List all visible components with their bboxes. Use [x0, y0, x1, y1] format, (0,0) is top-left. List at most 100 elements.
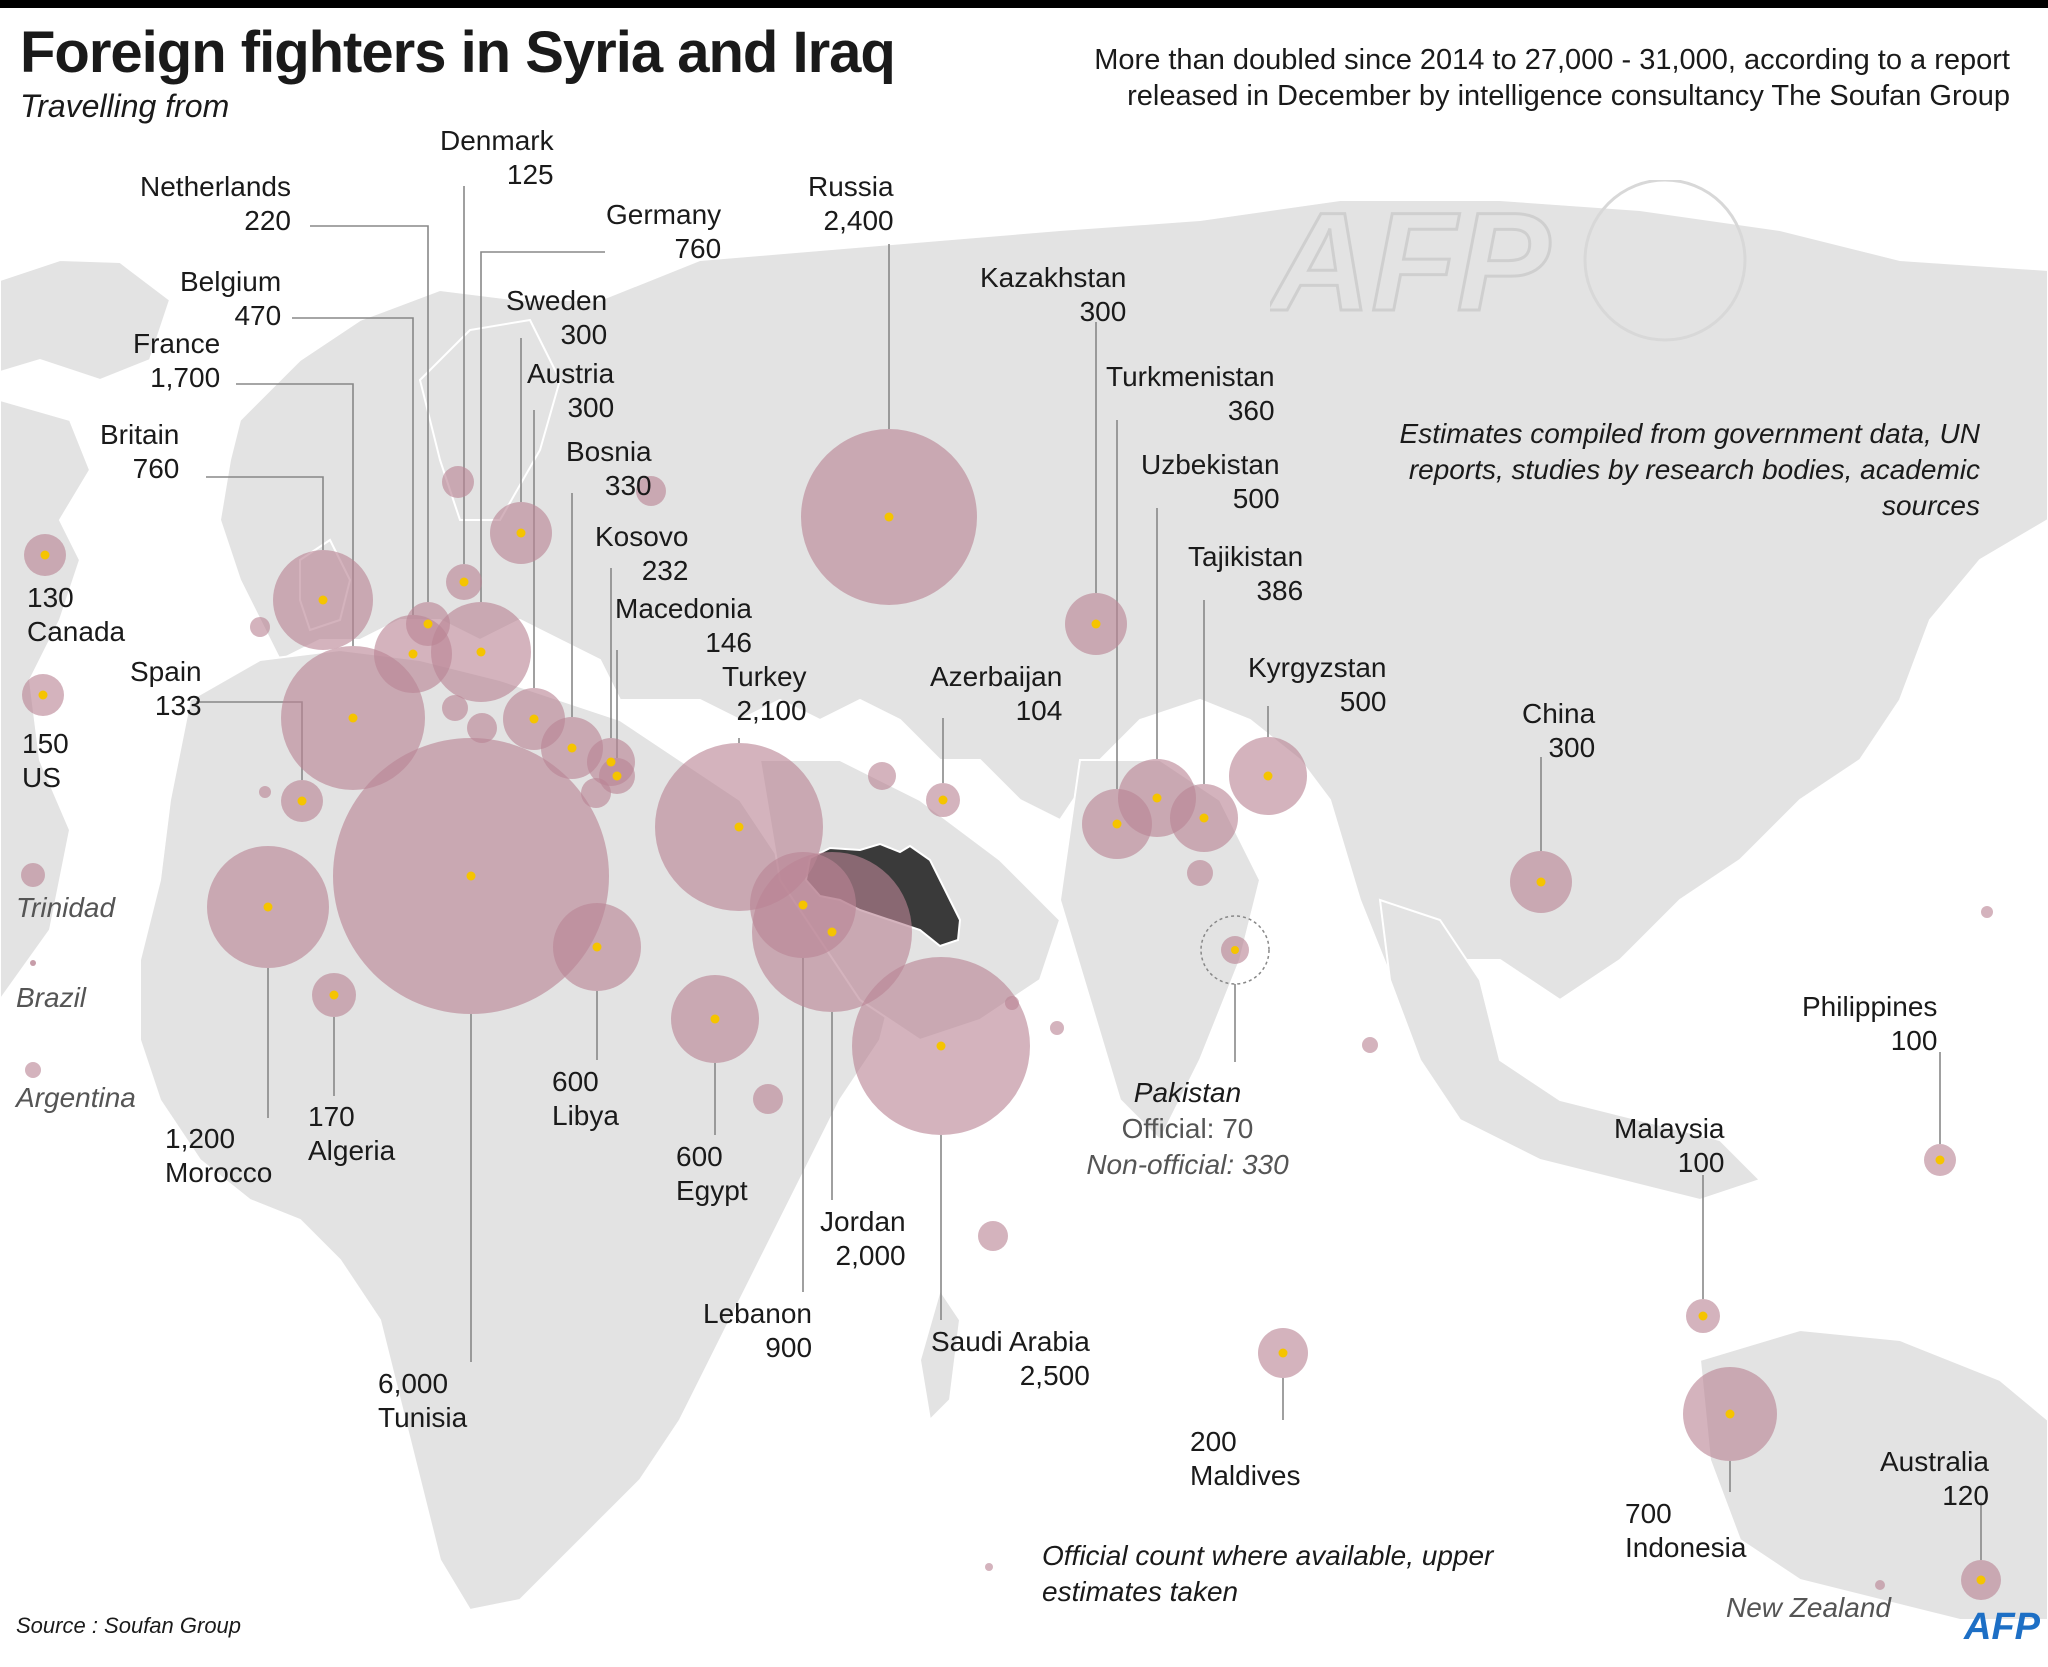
tajikistan-dot [1199, 813, 1209, 823]
misc-bubble-10 [1187, 860, 1213, 886]
saudi-arabia-name: Saudi Arabia [931, 1326, 1090, 1357]
maldives-dot [1278, 1348, 1288, 1358]
kosovo-dot [606, 757, 616, 767]
page-title: Foreign fighters in Syria and Iraq [20, 20, 896, 85]
canada-name: Canada [27, 616, 126, 647]
argentina-bubble [25, 1062, 41, 1078]
britain-leader-line [206, 476, 324, 550]
egypt-value: 600 [676, 1141, 723, 1172]
misc-bubble-16 [985, 1563, 993, 1571]
us-value: 150 [22, 728, 69, 759]
misc-bubble-8 [753, 1084, 783, 1114]
spain-name: Spain [130, 656, 202, 687]
uzbekistan-dot [1152, 793, 1162, 803]
azerbaijan-dot [938, 795, 948, 805]
brazil-label: Brazil [16, 982, 87, 1013]
trinidad-label: Trinidad [16, 892, 116, 923]
extra-markers [21, 466, 1993, 1590]
saudi-arabia-label: Saudi Arabia 2,500 [931, 1325, 1090, 1393]
saudi-arabia-dot [936, 1041, 946, 1051]
uzbekistan-name: Uzbekistan [1141, 449, 1280, 480]
land-greenland-americas-edge [0, 258, 172, 382]
denmark-value: 125 [506, 159, 554, 190]
spain-dot [297, 796, 307, 806]
philippines-dot [1935, 1155, 1945, 1165]
sweden-name: Sweden [506, 285, 608, 316]
brazil-bubble [30, 960, 36, 966]
tajikistan-name: Tajikistan [1188, 541, 1304, 572]
libya-dot [592, 942, 602, 952]
land-north-america [0, 398, 92, 1002]
tunisia-dot [466, 871, 476, 881]
spain-label: Spain 133 [130, 655, 202, 723]
turkmenistan-name: Turkmenistan [1106, 361, 1275, 392]
russia-dot [884, 512, 894, 522]
philippines-name: Philippines [1802, 991, 1938, 1022]
kazakhstan-dot [1091, 619, 1101, 629]
tunisia-label: 6,000 Tunisia [378, 1367, 467, 1435]
lebanon-label: Lebanon 900 [703, 1297, 812, 1365]
pakistan-official: Official: 70 [1121, 1113, 1254, 1144]
egypt-dot [710, 1014, 720, 1024]
maldives-label: 200 Maldives [1190, 1425, 1300, 1493]
kosovo-name: Kosovo [595, 521, 689, 552]
misc-bubble-7 [868, 762, 896, 790]
morocco-label: 1,200 Morocco [165, 1122, 272, 1190]
britain-value: 760 [132, 453, 180, 484]
indonesia-dot [1725, 1409, 1735, 1419]
azerbaijan-label: Azerbaijan 104 [930, 660, 1062, 728]
spain-value: 133 [154, 690, 202, 721]
count-note: Official count where available, upper es… [1042, 1540, 1494, 1607]
germany-name: Germany [606, 199, 722, 230]
france-value: 1,700 [150, 362, 221, 393]
egypt-label: 600 Egypt [676, 1140, 748, 1208]
turkmenistan-dot [1112, 819, 1122, 829]
indonesia-value: 700 [1625, 1498, 1672, 1529]
china-name: China [1522, 698, 1596, 729]
philippines-label: Philippines 100 [1802, 990, 1937, 1058]
summary-text: More than doubled since 2014 to 27,000 -… [1094, 44, 2010, 112]
pakistan-name: Pakistan [1133, 1077, 1242, 1108]
denmark-dot [459, 577, 469, 587]
kosovo-label: Kosovo 232 [595, 520, 688, 588]
germany-dot [476, 647, 486, 657]
afp-watermark-text: AFP [1270, 183, 1551, 340]
source-credit: Source : Soufan Group [16, 1613, 242, 1638]
jordan-value: 2,000 [835, 1240, 906, 1271]
maldives-name: Maldives [1190, 1460, 1301, 1491]
kosovo-value: 232 [641, 555, 689, 586]
indonesia-name: Indonesia [1625, 1532, 1747, 1563]
afp-watermark-globe [1583, 180, 1747, 342]
bosnia-value: 330 [604, 470, 652, 501]
australia-label: Australia 120 [1880, 1445, 1989, 1513]
misc-bubble-5 [467, 713, 497, 743]
russia-name: Russia [808, 171, 894, 202]
new-zealand-label: New Zealand [1726, 1592, 1891, 1623]
belgium-leader-line [292, 317, 414, 615]
belgium-value: 470 [234, 300, 282, 331]
france-name: France [133, 328, 221, 359]
kazakhstan-value: 300 [1079, 296, 1127, 327]
macedonia-label: Macedonia 146 [615, 592, 752, 660]
britain-dot [318, 595, 328, 605]
germany-value: 760 [674, 233, 722, 264]
netherlands-value: 220 [244, 205, 291, 236]
turkey-dot [734, 822, 744, 832]
afp-logo: AFP [1964, 1606, 2040, 1648]
algeria-label: 170 Algeria [308, 1100, 395, 1168]
misc-bubble-14 [1005, 996, 1019, 1010]
turkmenistan-label: Turkmenistan 360 [1106, 360, 1275, 428]
saudi-arabia-value: 2,500 [1019, 1360, 1090, 1391]
libya-value: 600 [552, 1066, 599, 1097]
canada-label: 130 Canada [27, 581, 125, 649]
pakistan-bubble-outline [1200, 915, 1270, 985]
argentina-label: Argentina [16, 1082, 136, 1113]
kazakhstan-label: Kazakhstan 300 [980, 261, 1126, 329]
lebanon-name: Lebanon [703, 1298, 813, 1329]
jordan-dot [827, 927, 837, 937]
belgium-name: Belgium [180, 266, 282, 297]
philippines-value: 100 [1890, 1025, 1938, 1056]
netherlands-dot [423, 619, 433, 629]
azerbaijan-value: 104 [1015, 695, 1063, 726]
